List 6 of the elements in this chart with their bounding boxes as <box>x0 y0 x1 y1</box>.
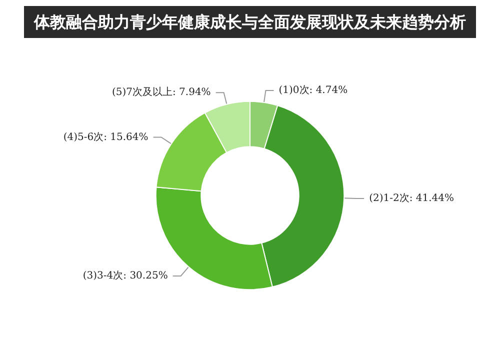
slice-label: (5)7次及以上: 7.94% <box>112 86 211 98</box>
slice-label: (2)1-2次: 41.44% <box>369 193 454 204</box>
slice-label: (3)3-4次: 30.25% <box>82 270 168 282</box>
chart-title: 体教融合助力青少年健康成长与全面发展现状及未来趋势分析 <box>33 12 466 32</box>
slice-label: (1)0次: 4.74% <box>278 85 348 96</box>
slice-label: (4)5-6次: 15.64% <box>63 132 148 143</box>
